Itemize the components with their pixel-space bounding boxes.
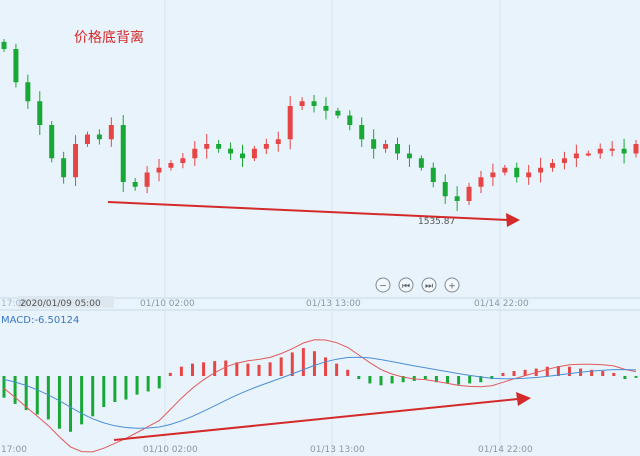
candle-body [633, 144, 639, 154]
candle-body [359, 125, 365, 140]
candle-body [73, 144, 79, 178]
macd-trend-arrow [113, 392, 531, 441]
macd-histogram [2, 348, 638, 432]
price-x-tick-4: 01/14 22:00 [474, 299, 529, 309]
candle-body [395, 144, 401, 154]
candle-body [84, 134, 90, 144]
candle-body [478, 177, 484, 187]
candle-body [371, 139, 377, 149]
candle-body [25, 82, 31, 102]
candle-body [383, 144, 389, 149]
candle-body [120, 125, 126, 182]
candle-body [228, 148, 234, 154]
chart-title: 价格底背离 [74, 29, 144, 46]
candle-body [466, 186, 472, 201]
price-trend-arrow [107, 201, 520, 227]
candle-body [347, 115, 353, 125]
price-x-tick-0: 17:00 [1, 299, 27, 309]
candle-body [418, 158, 424, 168]
candle-body [561, 158, 567, 163]
candle-body [430, 167, 436, 182]
candle-body [144, 172, 150, 187]
candle-body [61, 158, 67, 178]
candle-body [550, 163, 556, 168]
price-candles [1, 39, 639, 211]
candle-body [573, 153, 579, 159]
candle-body [502, 167, 508, 173]
price-x-tick-2: 01/10 02:00 [140, 299, 195, 309]
candle-body [538, 167, 544, 173]
candle-body [454, 196, 460, 201]
zoom-in-button-glyph: + [448, 282, 456, 292]
candle-body [621, 148, 627, 154]
candle-body [299, 101, 305, 106]
candle-body [323, 106, 329, 111]
next-button-glyph: ⏭ [425, 282, 433, 292]
macd-label: MACD:-6.50124 [1, 315, 79, 326]
candle-body [275, 139, 281, 144]
chart-controls: − ⏮ ⏭ + [375, 277, 460, 293]
candle-body [216, 144, 222, 149]
candle-body [132, 182, 138, 187]
candle-body [96, 134, 102, 140]
candle-body [192, 148, 198, 159]
price-x-tick-3: 01/13 13:00 [306, 299, 361, 309]
candle-body [526, 172, 532, 178]
candle-body [156, 167, 162, 173]
macd-x-tick-1: 01/10 02:00 [143, 445, 198, 455]
candle-body [514, 167, 520, 178]
candle-body [287, 106, 293, 140]
zoom-out-button[interactable]: − [375, 277, 391, 293]
date-cursor-box [18, 296, 114, 308]
grid [164, 0, 501, 456]
candle-body [311, 101, 317, 106]
candle-body [585, 153, 591, 156]
candle-body [168, 163, 174, 168]
candle-body [1, 41, 7, 49]
next-button[interactable]: ⏭ [421, 277, 437, 293]
candle-body [251, 148, 257, 159]
prev-button[interactable]: ⏮ [398, 277, 414, 293]
signal-line [3, 356, 637, 429]
candle-body [204, 144, 210, 149]
candle-body [13, 49, 19, 83]
prev-button-glyph: ⏮ [402, 282, 410, 292]
candle-body [239, 153, 245, 159]
candle-body [597, 148, 603, 154]
candle-body [442, 182, 448, 197]
candle-body [49, 125, 55, 159]
low-price-label: 1535.87 [418, 217, 455, 227]
zoom-out-button-glyph: − [379, 282, 387, 292]
zoom-in-button[interactable]: + [444, 277, 460, 293]
candle-body [406, 153, 412, 159]
candle-body [609, 148, 615, 151]
macd-x-tick-2: 01/13 13:00 [310, 445, 365, 455]
candle-body [263, 144, 269, 149]
macd-line [3, 339, 637, 453]
candle-body [37, 101, 43, 125]
macd-x-tick-0: 17:00 [1, 445, 27, 455]
candle-body [490, 172, 496, 178]
price-x-tick-1: 2020/01/09 05:00 [20, 299, 101, 309]
candle-body [335, 110, 341, 116]
candle-body [180, 158, 186, 163]
macd-x-tick-3: 01/14 22:00 [478, 445, 533, 455]
candle-body [108, 125, 114, 140]
